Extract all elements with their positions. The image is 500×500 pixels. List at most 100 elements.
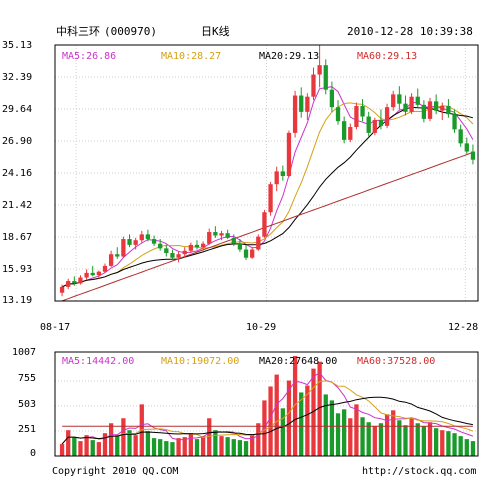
source-url-link[interactable]: http://stock.qq.com	[362, 466, 477, 477]
volume-bar	[378, 423, 384, 456]
candle-body	[84, 272, 89, 278]
volume-bar	[403, 425, 408, 456]
volume-bar	[458, 436, 463, 456]
volume-bar	[335, 413, 341, 456]
candle-body	[323, 65, 328, 90]
volume-bar	[231, 439, 236, 456]
volume-moving-averages	[61, 372, 474, 445]
candle-body	[464, 143, 469, 152]
candle-body	[115, 254, 120, 257]
volume-bar	[219, 436, 224, 456]
copyright-text: Copyright 2010 QQ.COM	[52, 466, 179, 477]
volume-bar	[433, 428, 439, 456]
candle-body	[458, 129, 463, 144]
candle-body	[72, 281, 77, 284]
volume-bar	[194, 439, 200, 456]
candle-body	[145, 234, 151, 240]
candle-body	[90, 272, 95, 276]
volume-bar	[115, 435, 120, 456]
volume-bar	[243, 441, 249, 456]
candle-body	[262, 212, 267, 237]
volume-y-tick: 0	[30, 448, 37, 459]
volume-bar	[151, 438, 157, 456]
price-ma20-label: MA20:29.13	[259, 51, 320, 62]
volume-bar	[250, 435, 255, 456]
volume-bar	[366, 422, 371, 456]
candle-body	[231, 237, 236, 244]
price-y-tick: 35.13	[2, 40, 33, 51]
volume-bar	[348, 418, 353, 456]
candle-body	[452, 114, 457, 130]
candle-body	[219, 233, 224, 236]
volume-bar	[102, 433, 108, 456]
candle-body	[127, 239, 132, 245]
price-ma5-label: MA5:26.86	[62, 51, 117, 62]
candle-body	[139, 234, 144, 241]
volume-bar	[470, 441, 476, 456]
volume-y-tick: 503	[18, 399, 37, 410]
candle-body	[164, 248, 169, 254]
volume-bar	[256, 423, 261, 456]
candle-body	[427, 101, 433, 119]
candle-body	[403, 103, 408, 112]
candle-body	[182, 250, 187, 255]
candle-body	[213, 232, 218, 236]
price-panel-border	[54, 44, 479, 302]
volume-bar	[286, 380, 292, 456]
volume-bar	[415, 423, 420, 456]
volume-bar	[409, 418, 414, 456]
candle-body	[237, 243, 243, 250]
price-y-tick: 29.64	[2, 104, 33, 115]
candle-body	[151, 239, 157, 244]
candle-body	[108, 254, 114, 266]
candle-body	[274, 171, 279, 185]
price-ma10-line	[61, 102, 474, 288]
volume-ma5-label: MA5:14442.00	[62, 356, 135, 367]
candle-body	[286, 132, 292, 177]
price-x-tick: 08-17	[40, 322, 71, 333]
volume-ma20-label: MA20:27648.00	[259, 356, 338, 367]
candle-body	[194, 244, 200, 248]
price-y-tick: 13.19	[2, 295, 33, 306]
price-candles	[59, 45, 476, 297]
candle-body	[366, 116, 371, 133]
volume-ma10-line	[61, 380, 474, 445]
candle-body	[397, 94, 402, 104]
candle-body	[207, 232, 212, 244]
volume-bar	[207, 418, 212, 456]
candle-body	[305, 96, 310, 112]
candle-body	[446, 106, 451, 115]
candle-body	[256, 236, 261, 250]
candle-body	[66, 281, 71, 287]
candle-body	[391, 94, 396, 108]
volume-bar	[213, 430, 218, 456]
volume-bar	[84, 435, 89, 456]
volume-bar	[176, 438, 181, 456]
volume-bar	[108, 423, 114, 456]
volume-bar	[164, 441, 169, 456]
volume-bar	[464, 439, 469, 456]
candle-body	[354, 106, 359, 128]
price-y-tick: 26.90	[2, 136, 33, 147]
price-y-tick: 24.16	[2, 168, 33, 179]
volume-panel-border	[54, 351, 479, 457]
volume-bar	[446, 431, 451, 456]
volume-bar	[342, 409, 347, 456]
volume-bar	[329, 400, 335, 456]
stock-code: (000970)	[104, 25, 157, 38]
price-ma10-label: MA10:28.27	[161, 51, 222, 62]
volume-bar	[72, 437, 77, 456]
candle-body	[378, 120, 384, 126]
candle-body	[415, 96, 420, 105]
candle-body	[188, 244, 193, 251]
candle-body	[409, 96, 414, 112]
volume-bar	[127, 430, 132, 456]
candle-body	[170, 253, 175, 258]
candle-body	[421, 104, 427, 119]
candle-body	[243, 249, 249, 258]
price-y-tick: 21.42	[2, 200, 33, 211]
candle-body	[384, 107, 390, 126]
volume-bar	[200, 436, 206, 456]
volume-bar	[397, 420, 402, 456]
